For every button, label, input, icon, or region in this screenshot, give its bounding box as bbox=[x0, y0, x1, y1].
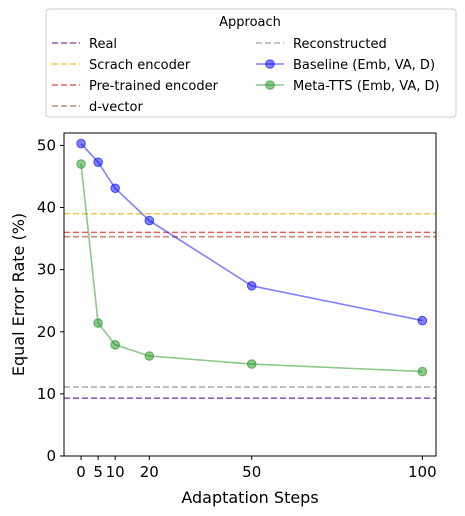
series-1-point-1 bbox=[93, 318, 103, 328]
legend-entries: Real Scrach encoder Pre-trained encoder d-v… bbox=[52, 37, 440, 115]
series-0-point-5 bbox=[417, 315, 428, 326]
x-tick-label-3: 20 bbox=[140, 463, 159, 481]
y-tick-label-5: 50 bbox=[37, 136, 56, 154]
y-tick-label-0: 0 bbox=[46, 447, 56, 465]
series-line-1 bbox=[80, 163, 423, 373]
legend-label-6: Meta-TTS (Emb, VA, D) bbox=[293, 79, 440, 94]
x-tick-label-0: 0 bbox=[76, 463, 86, 481]
x-axis-ticks: 0 5 10 20 50 100 bbox=[76, 456, 437, 481]
legend-frame bbox=[45, 8, 457, 118]
y-axis-label: Equal Error Rate (%) bbox=[9, 213, 28, 376]
series-0-point-4 bbox=[246, 281, 257, 291]
series-1-point-4 bbox=[246, 359, 257, 369]
y-tick-label-1: 10 bbox=[37, 385, 56, 403]
legend-marker-6 bbox=[265, 80, 275, 90]
legend-label-1: Scrach encoder bbox=[89, 58, 191, 73]
x-axis-label: Adaptation Steps bbox=[181, 488, 318, 507]
legend-marker-5 bbox=[265, 59, 275, 69]
reference-lines bbox=[64, 212, 436, 400]
x-tick-label-2: 10 bbox=[106, 463, 125, 481]
legend-label-2: Pre-trained encoder bbox=[89, 79, 219, 94]
legend-title: Approach bbox=[219, 15, 281, 30]
x-tick-label-4: 50 bbox=[242, 463, 261, 481]
legend-label-3: d-vector bbox=[89, 100, 143, 115]
series-1-point-3 bbox=[144, 351, 155, 361]
legend-label-5: Baseline (Emb, VA, D) bbox=[293, 58, 435, 73]
legend-label-0: Real bbox=[89, 37, 117, 52]
y-tick-label-3: 30 bbox=[37, 261, 56, 279]
x-tick-label-1: 5 bbox=[93, 463, 103, 481]
series-0-point-0 bbox=[76, 138, 86, 149]
y-tick-label-4: 40 bbox=[37, 199, 56, 217]
series-0-point-3 bbox=[144, 215, 155, 226]
series-layer bbox=[76, 138, 428, 377]
y-axis-ticks: 0 10 20 30 40 50 bbox=[37, 136, 64, 465]
plot-background bbox=[64, 133, 436, 456]
y-tick-label-2: 20 bbox=[37, 323, 56, 341]
plot-frame bbox=[63, 132, 437, 457]
series-1-point-0 bbox=[76, 159, 86, 169]
x-tick-label-5: 100 bbox=[408, 463, 437, 481]
series-0-point-1 bbox=[93, 157, 103, 167]
series-1-point-5 bbox=[417, 366, 428, 377]
series-1-point-2 bbox=[110, 340, 120, 350]
legend-label-4: Reconstructed bbox=[293, 37, 387, 52]
series-0-point-2 bbox=[110, 183, 120, 194]
legend: Approach Real Scrach encoder Pre-trained e… bbox=[45, 8, 457, 118]
